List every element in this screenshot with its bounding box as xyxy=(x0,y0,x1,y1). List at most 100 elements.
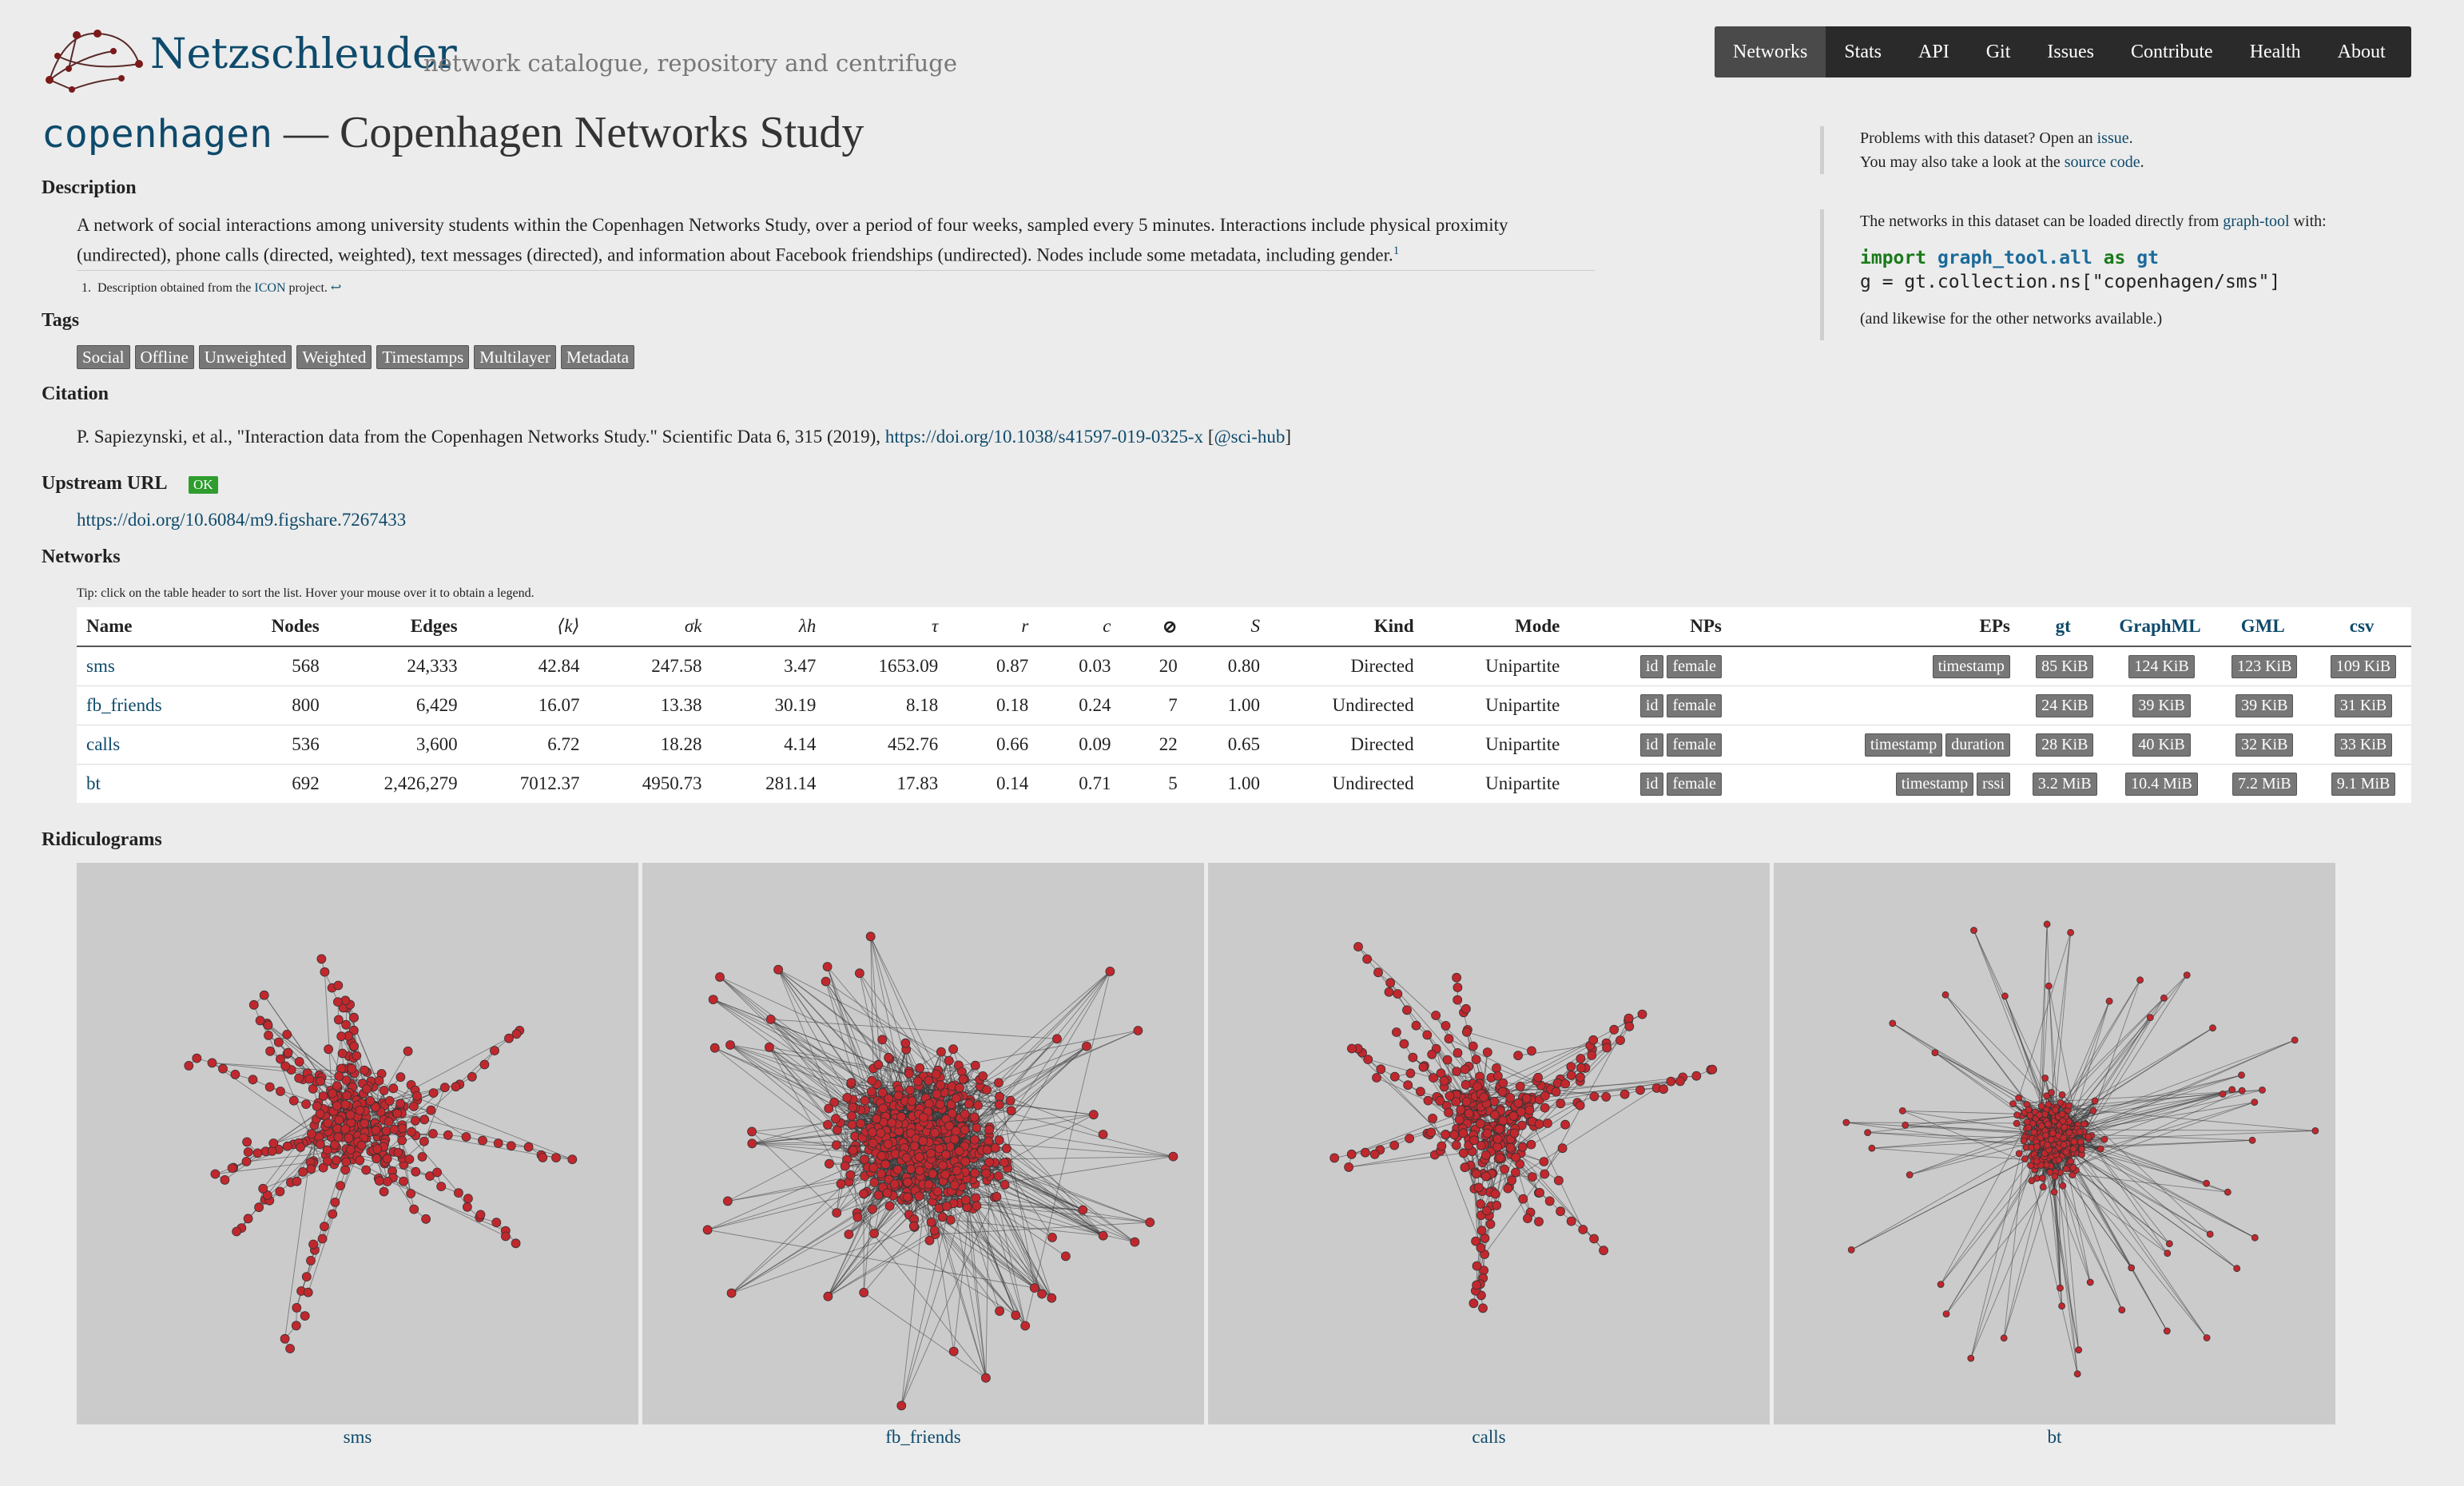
graph-tool-link[interactable]: graph-tool xyxy=(2223,213,2290,230)
code-line-1: import graph_tool.all as gt xyxy=(1860,246,2451,270)
download-graphml[interactable]: 10.4 MiB xyxy=(2125,772,2198,796)
tag-social[interactable]: Social xyxy=(77,345,130,369)
np-badge: female xyxy=(1667,733,1722,757)
col-lambda[interactable]: λh xyxy=(711,607,826,647)
col-edges[interactable]: Edges xyxy=(328,607,467,647)
download-csv[interactable]: 31 KiB xyxy=(2334,693,2393,717)
col-graphml[interactable]: GraphML xyxy=(2106,607,2214,647)
ridiculogram-label-bt[interactable]: bt xyxy=(2047,1427,2062,1447)
nav-about[interactable]: About xyxy=(2337,42,2386,62)
load-box: The networks in this dataset can be load… xyxy=(1820,209,2451,340)
nav-api[interactable]: API xyxy=(1918,42,1949,62)
download-gml[interactable]: 32 KiB xyxy=(2235,733,2294,757)
col-c[interactable]: c xyxy=(1038,607,1121,647)
cell-mode: Unipartite xyxy=(1423,646,1570,686)
main-nav: Networks Stats API Git Issues Contribute… xyxy=(1715,26,2411,77)
col-r[interactable]: r xyxy=(948,607,1039,647)
cell-nodes: 568 xyxy=(214,646,329,686)
upstream-url-link[interactable]: https://doi.org/10.6084/m9.figshare.7267… xyxy=(77,510,407,530)
footnote-back-link[interactable]: ↩ xyxy=(330,281,342,295)
network-link-bt[interactable]: bt xyxy=(86,773,101,793)
issue-link[interactable]: issue xyxy=(2096,129,2129,147)
tag-timestamps[interactable]: Timestamps xyxy=(376,345,470,369)
network-link-calls[interactable]: calls xyxy=(86,734,121,754)
tag-metadata[interactable]: Metadata xyxy=(560,345,635,369)
table-header-row: Name Nodes Edges ⟨k⟩ σk λh τ r c ⊘ S Kin… xyxy=(77,607,2411,647)
nav-health[interactable]: Health xyxy=(2249,42,2301,62)
code-as: as xyxy=(2103,248,2126,268)
network-link-sms[interactable]: sms xyxy=(86,656,115,676)
col-gml[interactable]: GML xyxy=(2213,607,2313,647)
nav-git[interactable]: Git xyxy=(1985,42,2011,62)
col-name[interactable]: Name xyxy=(77,607,215,647)
tag-offline[interactable]: Offline xyxy=(134,345,194,369)
cell-avg-degree: 42.84 xyxy=(467,646,590,686)
nav-networks[interactable]: Networks xyxy=(1715,26,1826,77)
download-gt[interactable]: 24 KiB xyxy=(2036,693,2094,717)
netzschleuder-logo[interactable] xyxy=(42,24,145,93)
download-graphml[interactable]: 40 KiB xyxy=(2132,733,2191,757)
nav-issues[interactable]: Issues xyxy=(2047,42,2095,62)
cell-nodes: 692 xyxy=(292,773,320,793)
cell-r: 0.66 xyxy=(948,725,1039,765)
cell-kind: Directed xyxy=(1269,725,1424,765)
citation-text: P. Sapiezynski, et al., "Interaction dat… xyxy=(77,427,1291,447)
cell-mode: Unipartite xyxy=(1423,725,1570,765)
col-nps[interactable]: NPs xyxy=(1569,607,1731,647)
nav-contribute[interactable]: Contribute xyxy=(2131,42,2213,62)
ridiculogram-fb-friends[interactable] xyxy=(642,863,1204,1424)
ridiculogram-bt[interactable] xyxy=(1774,863,2335,1424)
tag-weighted[interactable]: Weighted xyxy=(296,345,372,369)
col-nodes[interactable]: Nodes xyxy=(214,607,329,647)
download-graphml[interactable]: 39 KiB xyxy=(2132,693,2191,717)
download-gml[interactable]: 39 KiB xyxy=(2235,693,2294,717)
cell-mode: Unipartite xyxy=(1423,685,1570,725)
ridiculograms-heading: Ridiculograms xyxy=(42,829,162,850)
footnote-number: 1. xyxy=(81,281,91,295)
np-badge: id xyxy=(1639,654,1664,678)
col-kind[interactable]: Kind xyxy=(1269,607,1424,647)
icon-project-link[interactable]: ICON xyxy=(254,281,286,295)
tag-unweighted[interactable]: Unweighted xyxy=(198,345,292,369)
col-tau[interactable]: τ xyxy=(825,607,948,647)
col-gt[interactable]: gt xyxy=(2019,607,2107,647)
scihub-link[interactable]: @sci-hub xyxy=(1214,427,1286,447)
network-link-fb-friends[interactable]: fb_friends xyxy=(86,695,162,715)
col-avg-degree[interactable]: ⟨k⟩ xyxy=(467,607,590,647)
nav-stats[interactable]: Stats xyxy=(1844,42,1882,62)
download-csv[interactable]: 109 KiB xyxy=(2330,654,2397,678)
ridiculogram-calls[interactable] xyxy=(1208,863,1770,1424)
cell-S: 0.80 xyxy=(1186,646,1270,686)
brand-name[interactable]: Netzschleuder xyxy=(150,30,457,78)
source-code-link[interactable]: source code xyxy=(2064,153,2140,171)
download-gt[interactable]: 85 KiB xyxy=(2036,654,2094,678)
ridiculogram-label-fb-friends[interactable]: fb_friends xyxy=(885,1427,961,1447)
col-diameter[interactable]: ⊘ xyxy=(1120,607,1187,647)
download-csv[interactable]: 9.1 MiB xyxy=(2331,772,2396,796)
ridiculogram-label-calls[interactable]: calls xyxy=(1472,1427,1506,1447)
ridiculogram-label-sms[interactable]: sms xyxy=(343,1427,372,1447)
code-module: graph_tool.all xyxy=(1937,248,2092,268)
col-degree-std[interactable]: σk xyxy=(589,607,712,647)
col-eps[interactable]: EPs xyxy=(1731,607,2020,647)
download-gt[interactable]: 3.2 MiB xyxy=(2032,772,2097,796)
col-csv[interactable]: csv xyxy=(2312,607,2411,647)
code-alias: gt xyxy=(2136,248,2159,268)
download-gml[interactable]: 7.2 MiB xyxy=(2232,772,2297,796)
tags-heading: Tags xyxy=(42,310,80,331)
col-S[interactable]: S xyxy=(1186,607,1270,647)
cell-c: 0.03 xyxy=(1038,646,1121,686)
cell-edges: 24,333 xyxy=(328,646,467,686)
ridiculogram-sms[interactable] xyxy=(77,863,638,1424)
tag-multilayer[interactable]: Multilayer xyxy=(474,345,556,369)
footnote-ref[interactable]: 1 xyxy=(1393,244,1400,257)
ridiculogram-calls-graph xyxy=(1329,942,1718,1313)
cell-degree-std: 247.58 xyxy=(589,646,712,686)
col-mode[interactable]: Mode xyxy=(1423,607,1570,647)
download-gt[interactable]: 28 KiB xyxy=(2036,733,2094,757)
download-csv[interactable]: 33 KiB xyxy=(2334,733,2393,757)
download-gml[interactable]: 123 KiB xyxy=(2232,654,2298,678)
citation-doi-link[interactable]: https://doi.org/10.1038/s41597-019-0325-… xyxy=(884,427,1204,447)
np-badge: female xyxy=(1667,772,1722,796)
download-graphml[interactable]: 124 KiB xyxy=(2128,654,2195,678)
